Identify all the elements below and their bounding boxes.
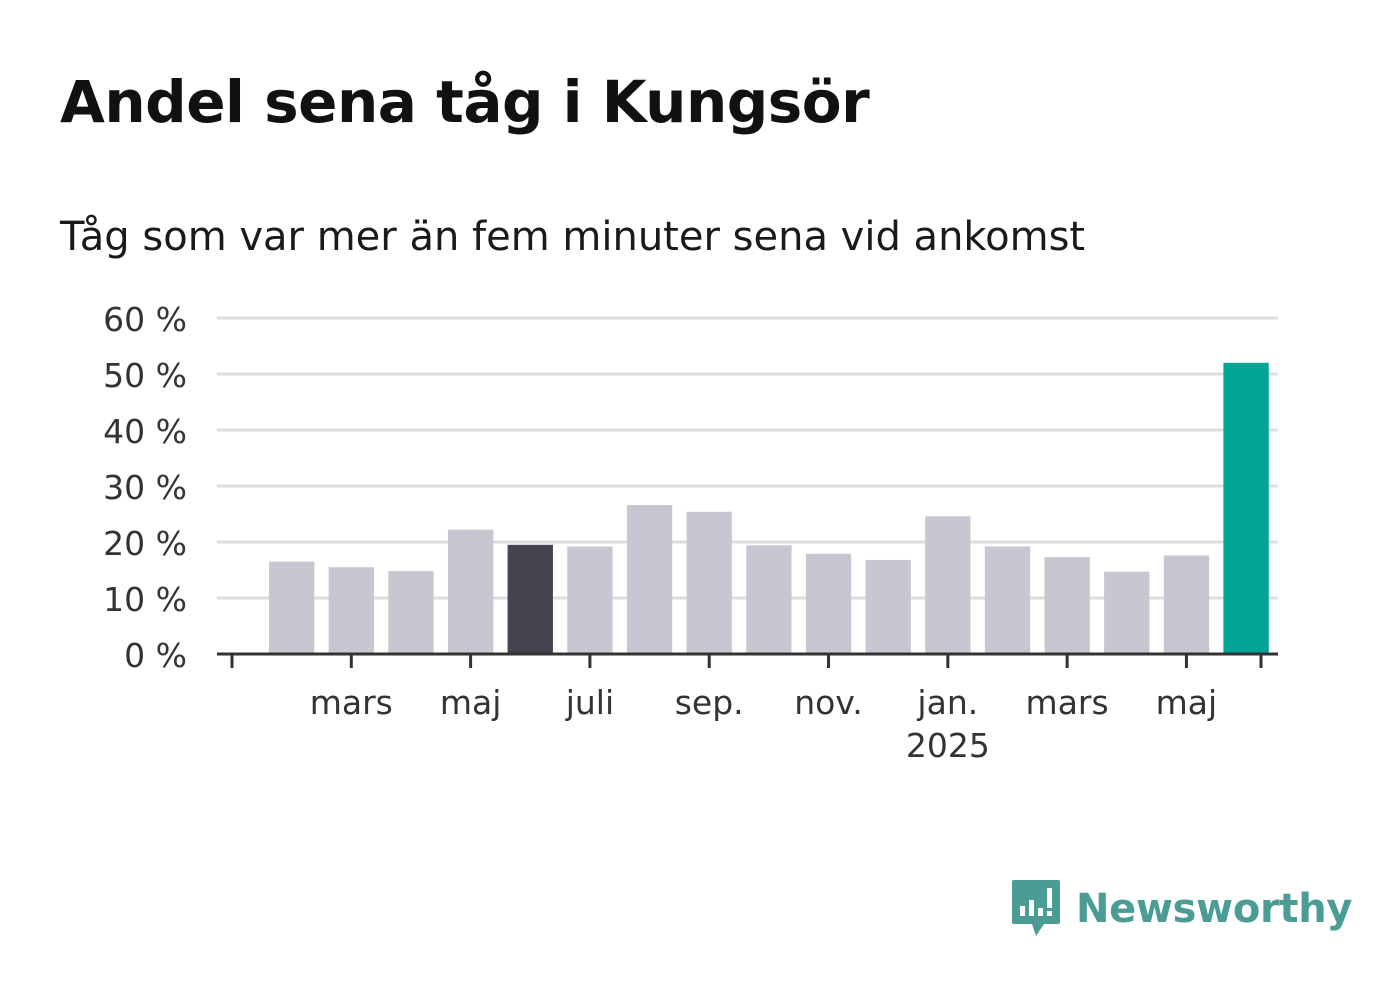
y-tick-label: 40 % [103,412,187,451]
newsworthy-logo-text: Newsworthy [1076,886,1353,932]
bar [1163,555,1210,654]
newsworthy-logo-icon [1012,880,1060,936]
y-tick-label: 10 % [103,580,187,619]
bar [746,545,792,654]
bar [1104,571,1150,654]
bar [507,544,553,654]
bar [626,505,673,654]
x-tick-label: sep. [675,683,744,722]
y-tick-label: 30 % [103,468,187,507]
bar [1223,362,1269,654]
newsworthy-logo: Newsworthy [1010,878,1353,940]
bar [686,511,732,654]
x-tick-label: mars [1026,683,1109,722]
chart-title: Andel sena tåg i Kungsör [60,68,870,136]
y-tick-label: 50 % [103,356,187,395]
x-tick-label: maj [1156,683,1218,722]
bar [567,546,613,654]
bar [328,567,374,654]
bar [388,571,434,654]
bar [805,553,852,654]
bar [984,546,1031,654]
bar [268,561,315,654]
x-tick-label: mars [310,683,393,722]
x-tick-label: juli [565,683,614,722]
x-tick-label: maj [440,683,502,722]
bar [1044,557,1090,654]
y-tick-label: 60 % [103,300,187,339]
chart-subtitle: Tåg som var mer än fem minuter sena vid … [60,214,1086,260]
bar [447,529,494,654]
x-tick-sublabel: 2025 [906,726,990,765]
bar [865,559,911,654]
y-tick-label: 0 % [124,636,187,675]
bar [925,516,971,654]
x-tick-label: nov. [794,683,863,722]
x-tick-label: jan. [916,683,978,722]
y-tick-label: 20 % [103,524,187,563]
